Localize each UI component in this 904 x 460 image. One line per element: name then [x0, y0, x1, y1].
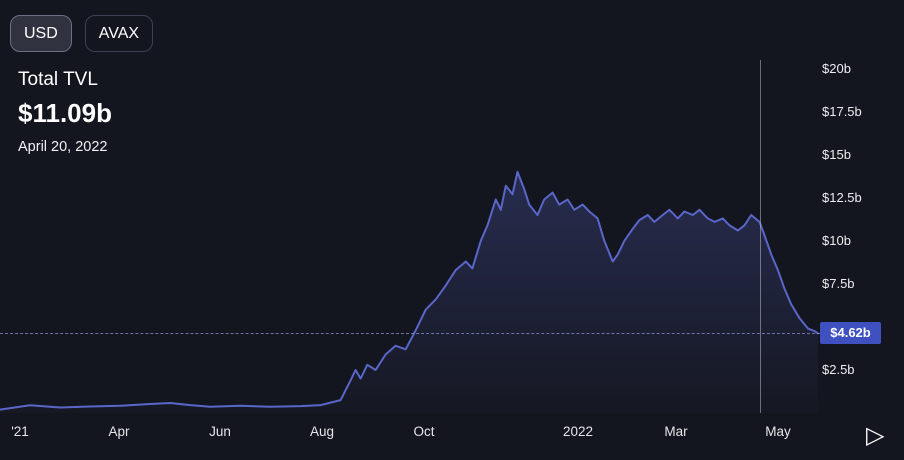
x-axis-label: Mar [664, 424, 688, 439]
current-value-badge: $4.62b [820, 322, 881, 344]
y-axis-label: $17.5b [822, 103, 862, 119]
y-axis-label: $2.5b [822, 361, 855, 377]
x-axis-label: Apr [108, 424, 130, 439]
y-axis-label: $15b [822, 146, 851, 162]
crosshair-line [760, 60, 761, 413]
current-value-dotted-line [0, 333, 820, 334]
x-axis-label: '21 [11, 424, 29, 439]
play-icon[interactable]: ▷ [866, 422, 885, 449]
avax-toggle-button[interactable]: AVAX [84, 15, 154, 52]
usd-toggle-button[interactable]: USD [10, 15, 72, 52]
y-axis-label: $7.5b [822, 275, 855, 291]
y-axis-label: $20b [822, 60, 851, 76]
chart-title: Total TVL [18, 69, 98, 90]
denomination-toggle: USD AVAX [10, 15, 154, 52]
chart-header: Total TVL $11.09b April 20, 2022 [18, 69, 112, 155]
x-axis-label: May [765, 424, 791, 439]
x-axis-label: Oct [413, 424, 435, 439]
tvl-line [0, 170, 819, 411]
x-axis-label: Jun [209, 424, 231, 439]
tvl-value: $11.09b [18, 98, 112, 128]
x-axis-label: 2022 [562, 424, 594, 439]
x-axis-label: Aug [309, 424, 335, 439]
y-axis-label: $12.5b [822, 189, 862, 205]
y-axis-label: $10b [822, 232, 851, 248]
tvl-area-fill [0, 171, 818, 413]
hover-date: April 20, 2022 [18, 139, 108, 155]
